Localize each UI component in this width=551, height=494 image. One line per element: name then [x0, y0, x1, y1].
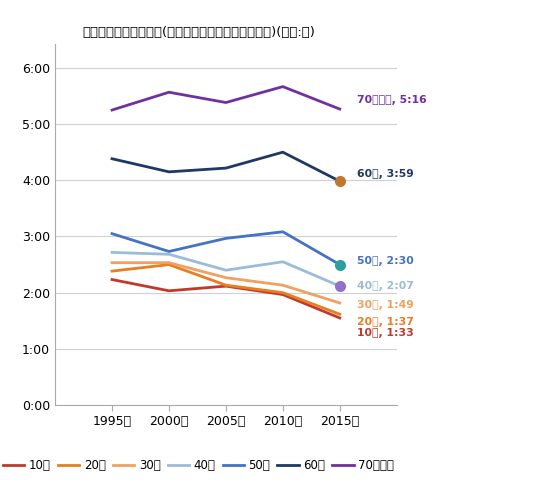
Text: 60代, 3:59: 60代, 3:59 — [357, 169, 414, 179]
Legend: 10代, 20代, 30代, 40代, 50代, 60代, 70歳以上: 10代, 20代, 30代, 40代, 50代, 60代, 70歳以上 — [0, 454, 399, 477]
Text: 40代, 2:07: 40代, 2:07 — [357, 281, 414, 291]
Text: 10代, 1:33: 10代, 1:33 — [357, 328, 414, 338]
Title: テレビの視聴時間変移(全体、調査年別、男性、平日)(時間:分): テレビの視聴時間変移(全体、調査年別、男性、平日)(時間:分) — [82, 26, 315, 39]
Text: 70歳以上, 5:16: 70歳以上, 5:16 — [357, 95, 426, 105]
Text: 30代, 1:49: 30代, 1:49 — [357, 300, 414, 310]
Text: 20代, 1:37: 20代, 1:37 — [357, 317, 414, 327]
Text: 50代, 2:30: 50代, 2:30 — [357, 256, 414, 266]
